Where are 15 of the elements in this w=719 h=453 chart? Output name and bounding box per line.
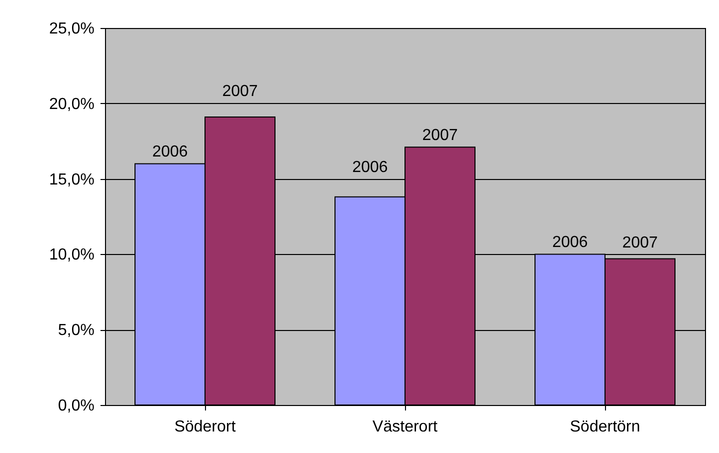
text: 2007 (222, 82, 258, 100)
series-label: 2007 (422, 127, 458, 144)
text: 2006 (352, 158, 388, 176)
y-tick-label: 10,0% (49, 246, 94, 264)
text: 2007 (622, 234, 658, 252)
x-tick-label: Västerort (372, 418, 438, 436)
text: 2006 (552, 234, 588, 252)
y-tick-label: 0,0% (58, 398, 94, 414)
y-tick-label: 5,0% (58, 322, 94, 340)
series-label: 2006 (152, 144, 188, 161)
y-tick-label: 15,0% (49, 171, 94, 188)
y-tick-label: 25,0% (49, 20, 94, 38)
x-tick-label: Södertörn (570, 418, 640, 436)
x-tick-label: Söderort (174, 418, 236, 436)
y-tick-label: 20,0% (49, 96, 94, 113)
